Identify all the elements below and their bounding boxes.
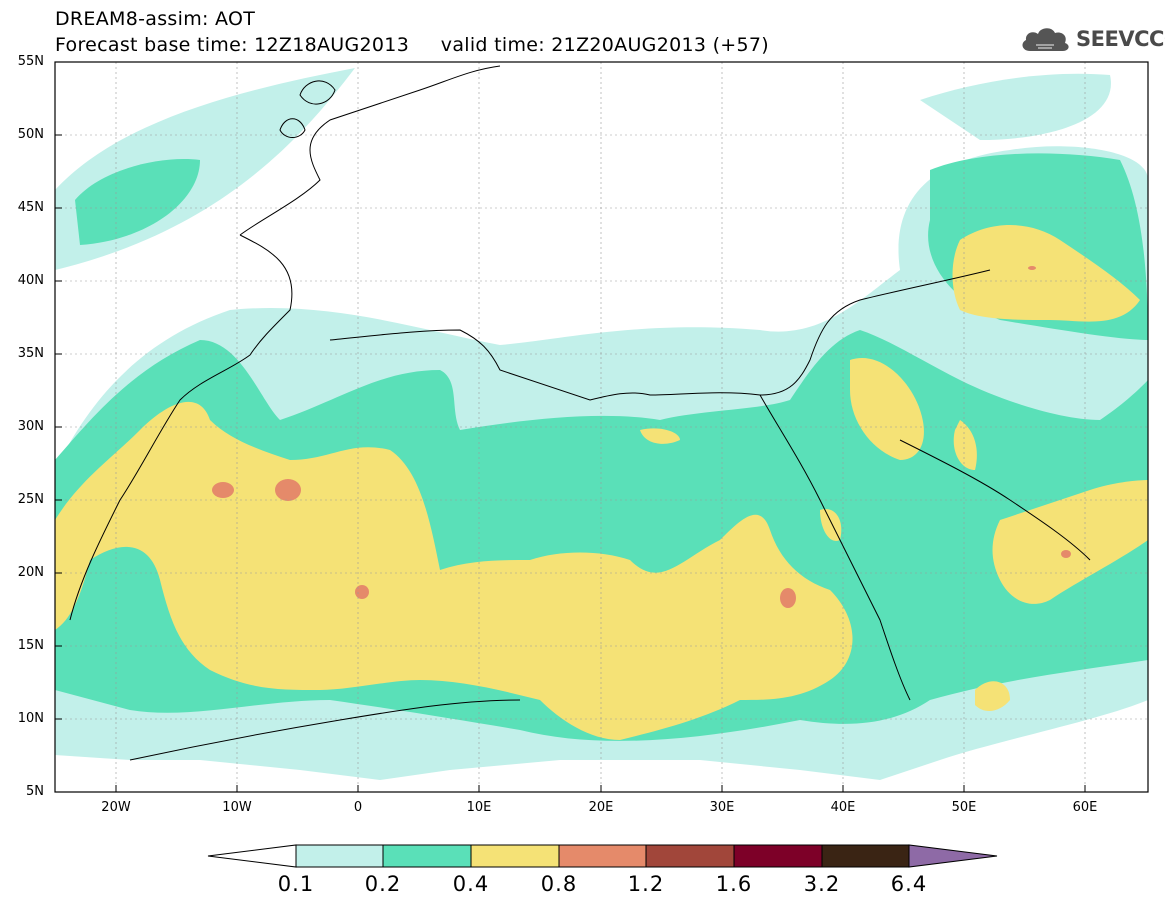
logo-text: SEEVCCC	[1076, 27, 1165, 51]
aot-level-0.8	[212, 266, 1071, 608]
lon-label: 20E	[588, 800, 614, 815]
forecast-time-subtitle: Forecast base time: 12Z18AUG2013 valid t…	[55, 34, 770, 56]
colorbar-segment-4	[558, 844, 647, 868]
lat-label: 15N	[17, 638, 44, 653]
cloud-icon	[1022, 28, 1069, 51]
colorbar	[207, 844, 998, 868]
coastlines	[69, 65, 1091, 761]
colorbar-label: 6.4	[890, 872, 928, 896]
lon-label: 60E	[1072, 800, 1098, 815]
lat-label: 40N	[17, 273, 44, 288]
lat-label: 20N	[17, 565, 44, 580]
colorbar-segment-1	[295, 844, 384, 868]
lat-label: 30N	[17, 419, 44, 434]
lon-label: 0	[353, 800, 363, 815]
colorbar-label: 0.1	[277, 872, 315, 896]
lat-label: 35N	[17, 346, 44, 361]
lat-label: 25N	[17, 492, 44, 507]
lon-label: 10E	[466, 800, 492, 815]
colorbar-label: 3.2	[803, 872, 841, 896]
map-grid	[55, 62, 1148, 792]
aot-contour-layer	[55, 68, 1148, 780]
colorbar-segment-6	[733, 844, 823, 868]
colorbar-label: 1.6	[715, 872, 753, 896]
colorbar-segment-7	[821, 844, 910, 868]
colorbar-max-arrow	[908, 844, 998, 868]
lat-label: 10N	[17, 711, 44, 726]
chart-title: DREAM8-assim: AOT	[55, 8, 256, 30]
colorbar-segment-2	[382, 844, 472, 868]
lon-label: 40E	[830, 800, 856, 815]
colorbar-label: 1.2	[627, 872, 665, 896]
colorbar-label: 0.4	[452, 872, 490, 896]
seevccc-logo: SEEVCCC	[1018, 22, 1165, 56]
lon-label: 10W	[222, 800, 252, 815]
lon-label: 20W	[101, 800, 131, 815]
lat-label: 45N	[17, 200, 44, 215]
lon-label: 50E	[951, 800, 977, 815]
lat-label: 50N	[17, 127, 44, 142]
colorbar-label: 0.2	[364, 872, 402, 896]
colorbar-label: 0.8	[540, 872, 578, 896]
colorbar-min-arrow	[207, 844, 297, 868]
colorbar-segment-3	[470, 844, 560, 868]
colorbar-segment-5	[645, 844, 735, 868]
lat-label: 5N	[26, 784, 44, 799]
lat-label: 55N	[17, 54, 44, 69]
lon-label: 30E	[709, 800, 735, 815]
axis-ticks	[55, 61, 1086, 793]
